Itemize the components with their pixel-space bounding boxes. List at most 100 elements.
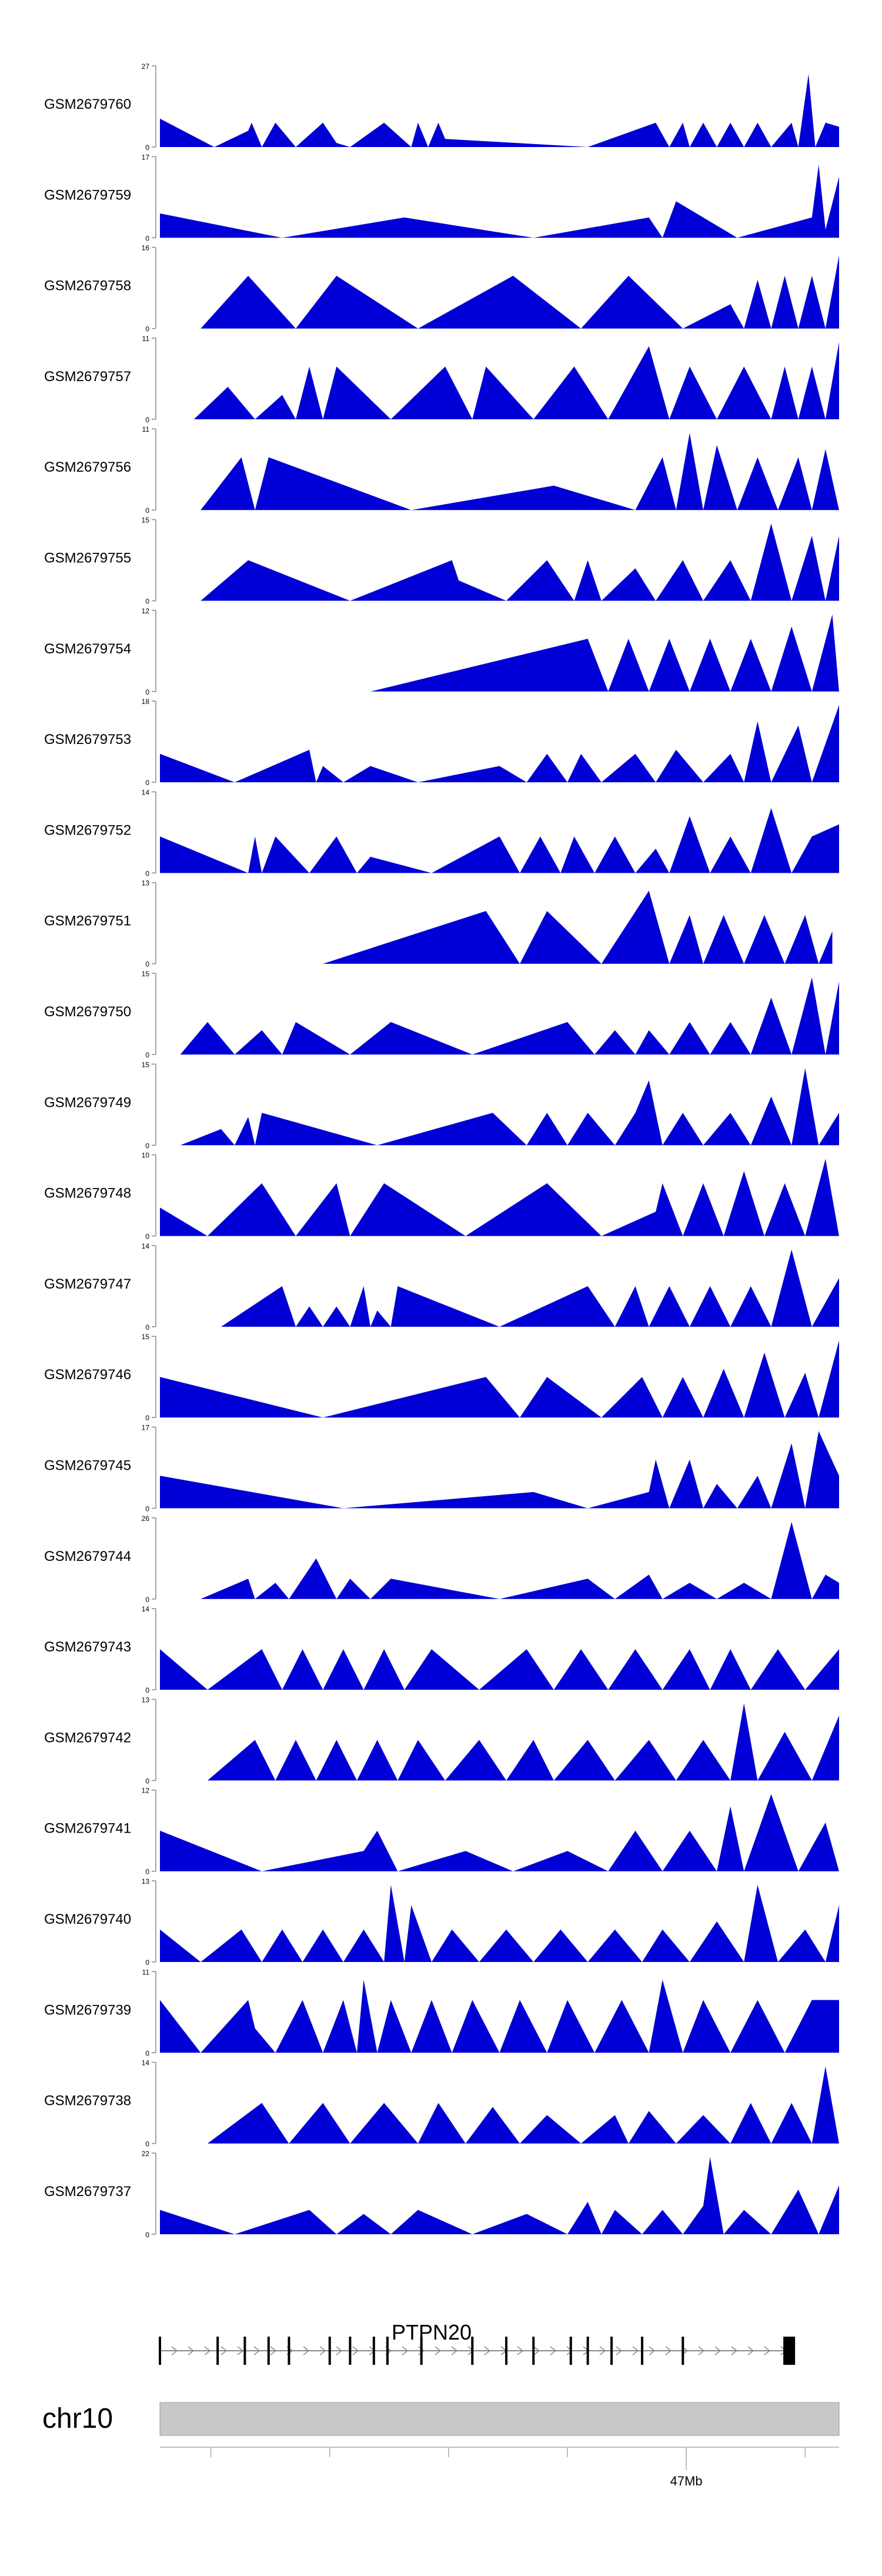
coverage-track: GSM2679759 17 0	[44, 153, 839, 242]
coverage-area	[180, 977, 840, 1055]
y-min-label: 0	[145, 779, 149, 787]
y-min-label: 0	[145, 1051, 149, 1059]
y-min-label: 0	[145, 234, 149, 242]
strand-arrow	[402, 2346, 409, 2355]
coverage-area	[201, 433, 839, 510]
coverage-track: GSM2679741 12 0	[44, 1787, 839, 1876]
coverage-area	[160, 1649, 839, 1690]
chromosome-ideogram-track: chr10 47Mb	[42, 2402, 840, 2488]
coverage-area	[160, 74, 839, 147]
coverage-track: GSM2679756 11 0	[44, 425, 839, 515]
genome-axis-label: 47Mb	[670, 2474, 703, 2488]
y-min-label: 0	[145, 1414, 149, 1422]
y-min-label: 0	[145, 325, 149, 333]
track-label: GSM2679743	[44, 1639, 131, 1655]
strand-arrow	[599, 2346, 606, 2355]
y-max-label: 11	[142, 335, 150, 343]
coverage-area	[160, 1340, 839, 1418]
y-max-label: 27	[142, 62, 150, 71]
coverage-track: GSM2679758 16 0	[44, 244, 839, 333]
coverage-area	[160, 165, 839, 238]
coverage-track: GSM2679739 11 0	[44, 1968, 839, 2057]
exon	[471, 2337, 474, 2365]
coverage-track: GSM2679755 15 0	[44, 516, 839, 606]
strand-arrow	[698, 2346, 705, 2355]
exon	[159, 2337, 161, 2365]
y-max-label: 10	[142, 1152, 150, 1160]
y-min-label: 0	[145, 1596, 149, 1604]
y-max-label: 14	[142, 1242, 150, 1250]
coverage-area	[201, 523, 839, 601]
coverage-track: GSM2679737 22 0	[44, 2150, 839, 2239]
strand-arrow	[220, 2346, 228, 2355]
track-label: GSM2679759	[44, 187, 131, 203]
track-label: GSM2679753	[44, 732, 131, 748]
strand-arrow	[319, 2346, 326, 2355]
strand-arrow	[764, 2346, 771, 2355]
coverage-track: GSM2679740 13 0	[44, 1877, 839, 1967]
coverage-track: GSM2679745 17 0	[44, 1424, 839, 1513]
chromosome-label: chr10	[42, 2403, 113, 2434]
exon	[569, 2337, 572, 2365]
coverage-track: GSM2679751 13 0	[44, 879, 833, 969]
y-max-label: 15	[142, 970, 150, 978]
track-label: GSM2679754	[44, 641, 131, 657]
coverage-area	[323, 890, 833, 964]
strand-arrow	[352, 2346, 359, 2355]
y-min-label: 0	[145, 1868, 149, 1876]
exon	[243, 2337, 246, 2365]
coverage-tracks: GSM2679760270GSM2679759170GSM2679758160G…	[44, 62, 840, 2239]
strand-arrow	[451, 2346, 458, 2355]
track-label: GSM2679755	[44, 550, 131, 566]
y-min-label: 0	[145, 1777, 149, 1785]
coverage-track: GSM2679747 14 0	[44, 1242, 839, 1332]
strand-arrow	[171, 2346, 178, 2355]
strand-arrow	[303, 2346, 310, 2355]
strand-arrow	[616, 2346, 623, 2355]
strand-arrow	[550, 2346, 557, 2355]
y-max-label: 15	[142, 516, 150, 525]
strand-arrow	[204, 2346, 211, 2355]
strand-arrow	[566, 2346, 573, 2355]
coverage-area	[207, 2066, 839, 2144]
coverage-area	[180, 1068, 840, 1146]
track-label: GSM2679758	[44, 278, 131, 294]
coverage-area	[370, 614, 839, 692]
y-min-label: 0	[145, 960, 149, 969]
y-min-label: 0	[145, 506, 149, 515]
exon	[267, 2337, 270, 2365]
y-min-label: 0	[145, 1142, 149, 1150]
strand-arrow	[270, 2346, 277, 2355]
exon-utr	[783, 2337, 796, 2365]
y-max-label: 12	[142, 1787, 150, 1795]
coverage-area	[160, 705, 839, 783]
track-label: GSM2679750	[44, 1004, 131, 1020]
track-label: GSM2679748	[44, 1186, 131, 1202]
y-max-label: 16	[142, 244, 150, 252]
gene-name-label: PTPN20	[392, 2320, 472, 2344]
y-max-label: 17	[142, 153, 150, 161]
coverage-area	[201, 1521, 839, 1599]
exon	[505, 2337, 508, 2365]
exon	[216, 2337, 219, 2365]
y-min-label: 0	[145, 869, 149, 877]
exon	[420, 2337, 423, 2365]
y-min-label: 0	[145, 1505, 149, 1513]
y-min-label: 0	[145, 2231, 149, 2239]
coverage-track: GSM2679750 15 0	[44, 970, 840, 1059]
y-max-label: 15	[142, 1060, 150, 1069]
exon	[532, 2337, 535, 2365]
track-label: GSM2679745	[44, 1458, 131, 1474]
y-min-label: 0	[145, 688, 149, 696]
track-label: GSM2679756	[44, 459, 131, 475]
y-min-label: 0	[145, 2049, 149, 2057]
coverage-track: GSM2679738 14 0	[44, 2059, 839, 2148]
strand-arrow	[484, 2346, 491, 2355]
exon	[328, 2337, 331, 2365]
coverage-area	[160, 1431, 839, 1509]
track-label: GSM2679740	[44, 1911, 131, 1927]
strand-arrow	[731, 2346, 738, 2355]
track-label: GSM2679751	[44, 913, 131, 929]
y-max-label: 11	[142, 1968, 150, 1976]
